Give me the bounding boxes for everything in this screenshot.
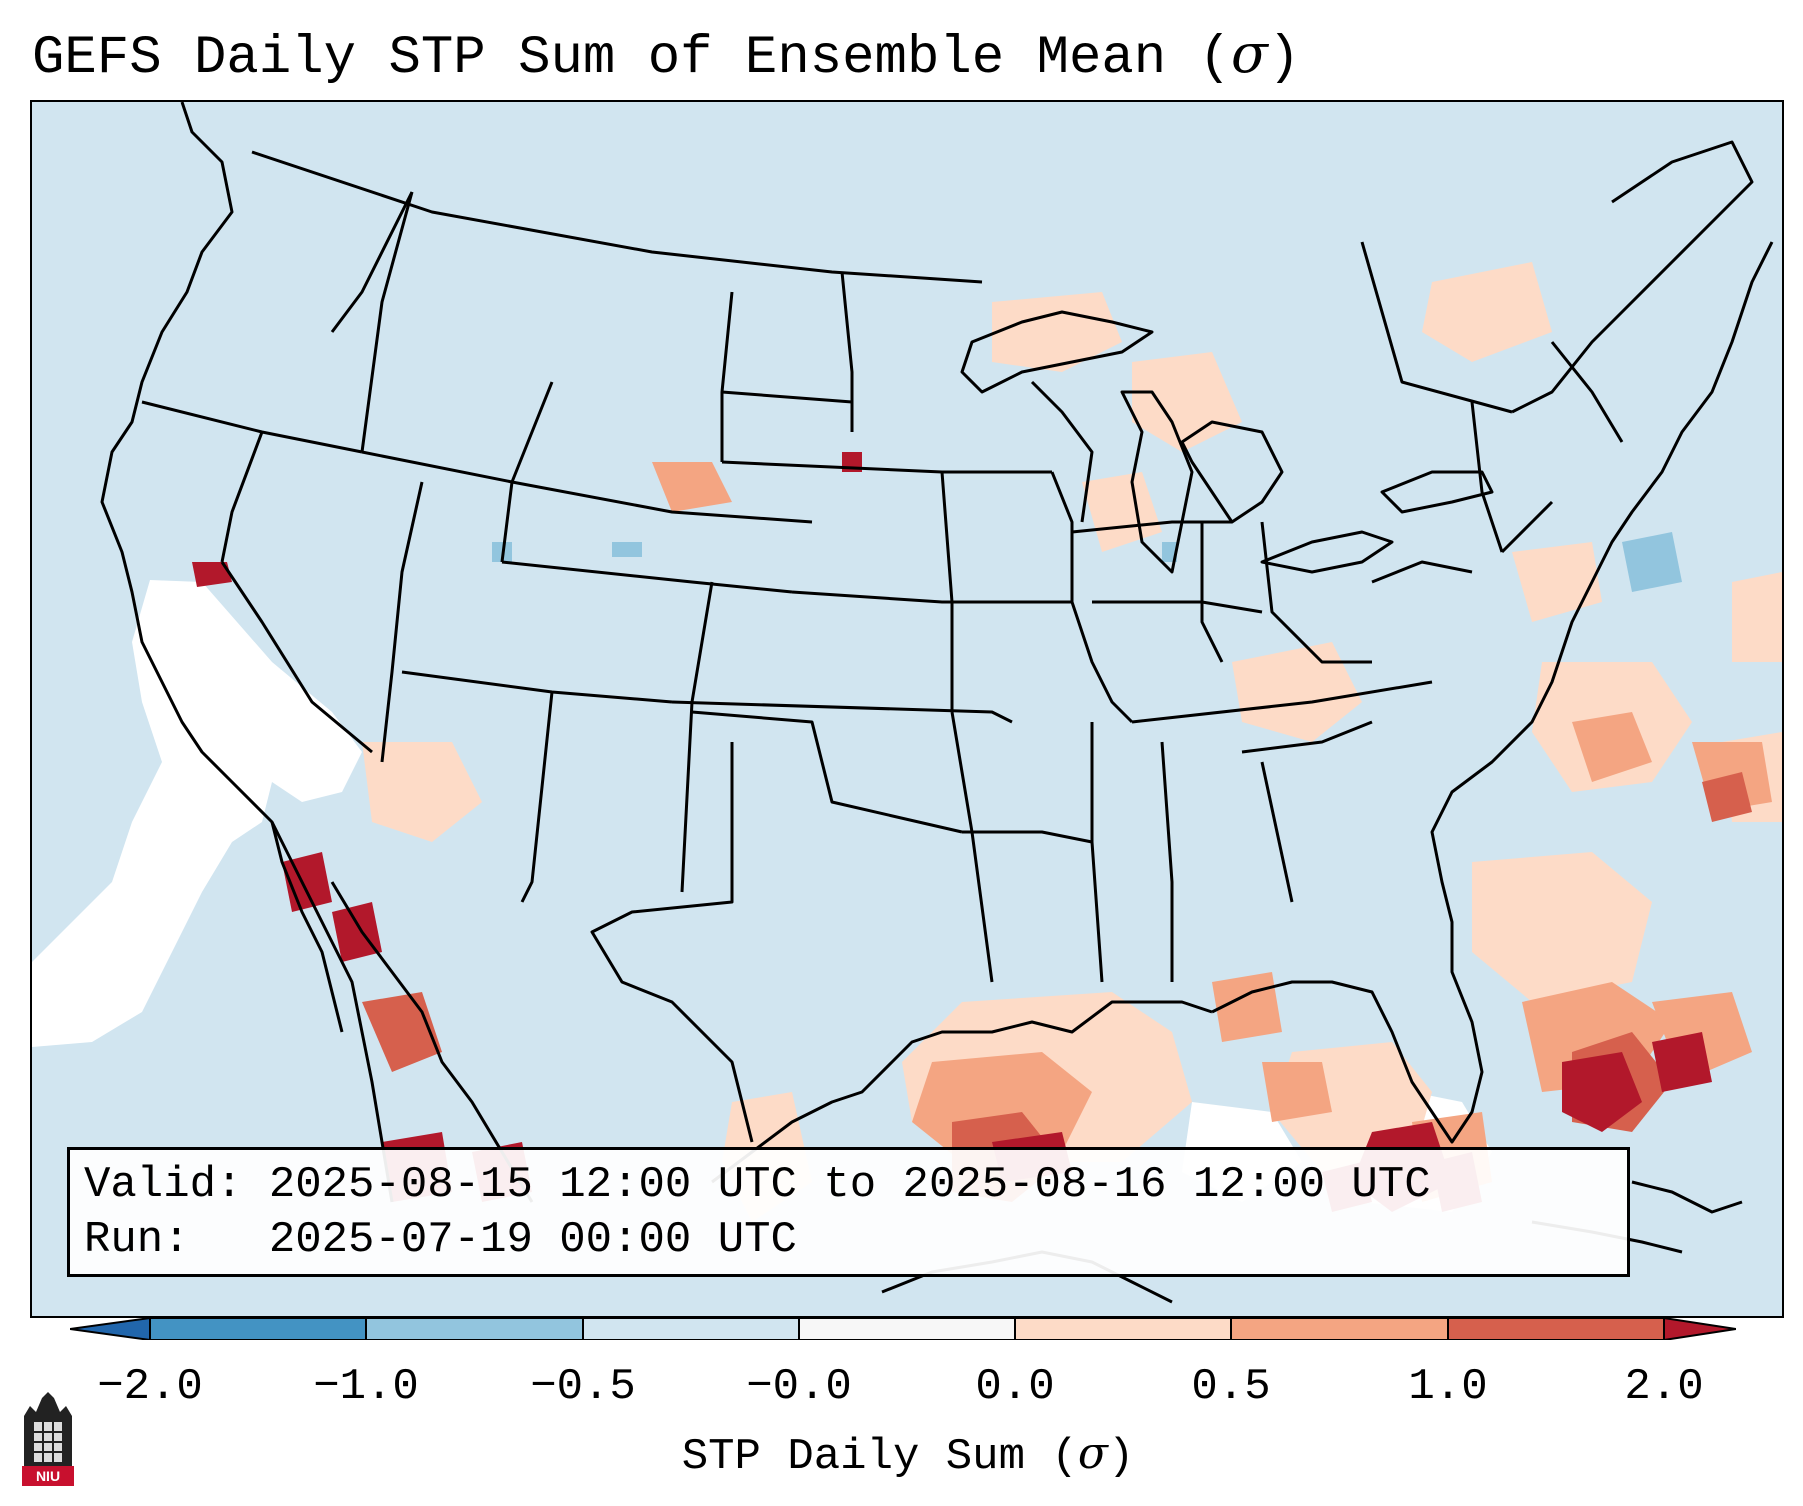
colorbar-segment-4 xyxy=(799,1318,1015,1340)
colorbar-tick-label-6: 0.5 xyxy=(1191,1362,1271,1412)
great-lakes xyxy=(960,310,1494,574)
colorbar xyxy=(70,1318,1736,1340)
colorbar-segment-2 xyxy=(366,1318,583,1340)
state-boundaries xyxy=(141,150,1624,1143)
map-title-sigma: σ xyxy=(1231,22,1268,85)
colorbar-tick-label-8: 2.0 xyxy=(1624,1362,1704,1412)
valid-time-line: Valid: 2025-08-15 12:00 UTC to 2025-08-1… xyxy=(84,1160,1431,1210)
colorbar-label-close: ) xyxy=(1107,1432,1135,1482)
colorbar-segment-5 xyxy=(1015,1318,1231,1340)
stp-map-panel xyxy=(30,100,1784,1318)
colorbar-label: STP Daily Sum (σ) xyxy=(682,1428,1135,1482)
colorbar-tick-label-1: −2.0 xyxy=(97,1362,203,1412)
map-title-text: GEFS Daily STP Sum of Ensemble Mean ( xyxy=(32,28,1231,89)
colorbar-tick-label-3: −0.5 xyxy=(530,1362,636,1412)
colorbar-tick-label-2: −1.0 xyxy=(313,1362,419,1412)
colorbar-tick-label-7: 1.0 xyxy=(1408,1362,1488,1412)
colorbar-segment-3 xyxy=(583,1318,799,1340)
niu-logo-text: NIU xyxy=(36,1468,60,1484)
colorbar-label-text: STP Daily Sum ( xyxy=(681,1432,1078,1482)
negative-anomaly-regions xyxy=(492,532,1682,592)
colorbar-max-extend xyxy=(1664,1318,1736,1340)
map-title: GEFS Daily STP Sum of Ensemble Mean (σ) xyxy=(32,22,1300,89)
colorbar-segment-6 xyxy=(1231,1318,1448,1340)
niu-logo: NIU xyxy=(22,1392,74,1486)
colorbar-tick-label-5: 0.0 xyxy=(975,1362,1055,1412)
colorbar-label-sigma: σ xyxy=(1077,1428,1108,1479)
colorbar-segment-1 xyxy=(150,1318,366,1340)
map-title-close: ) xyxy=(1267,28,1301,89)
colorbar-tick-label-4: −0.0 xyxy=(746,1362,852,1412)
valid-run-info-box: Valid: 2025-08-15 12:00 UTC to 2025-08-1… xyxy=(67,1147,1630,1277)
map-svg xyxy=(32,102,1782,1304)
colorbar-segment-7 xyxy=(1448,1318,1664,1340)
coastlines xyxy=(100,102,1774,1304)
colorbar-min-extend xyxy=(70,1318,150,1340)
run-time-line: Run: 2025-07-19 00:00 UTC xyxy=(84,1215,797,1265)
